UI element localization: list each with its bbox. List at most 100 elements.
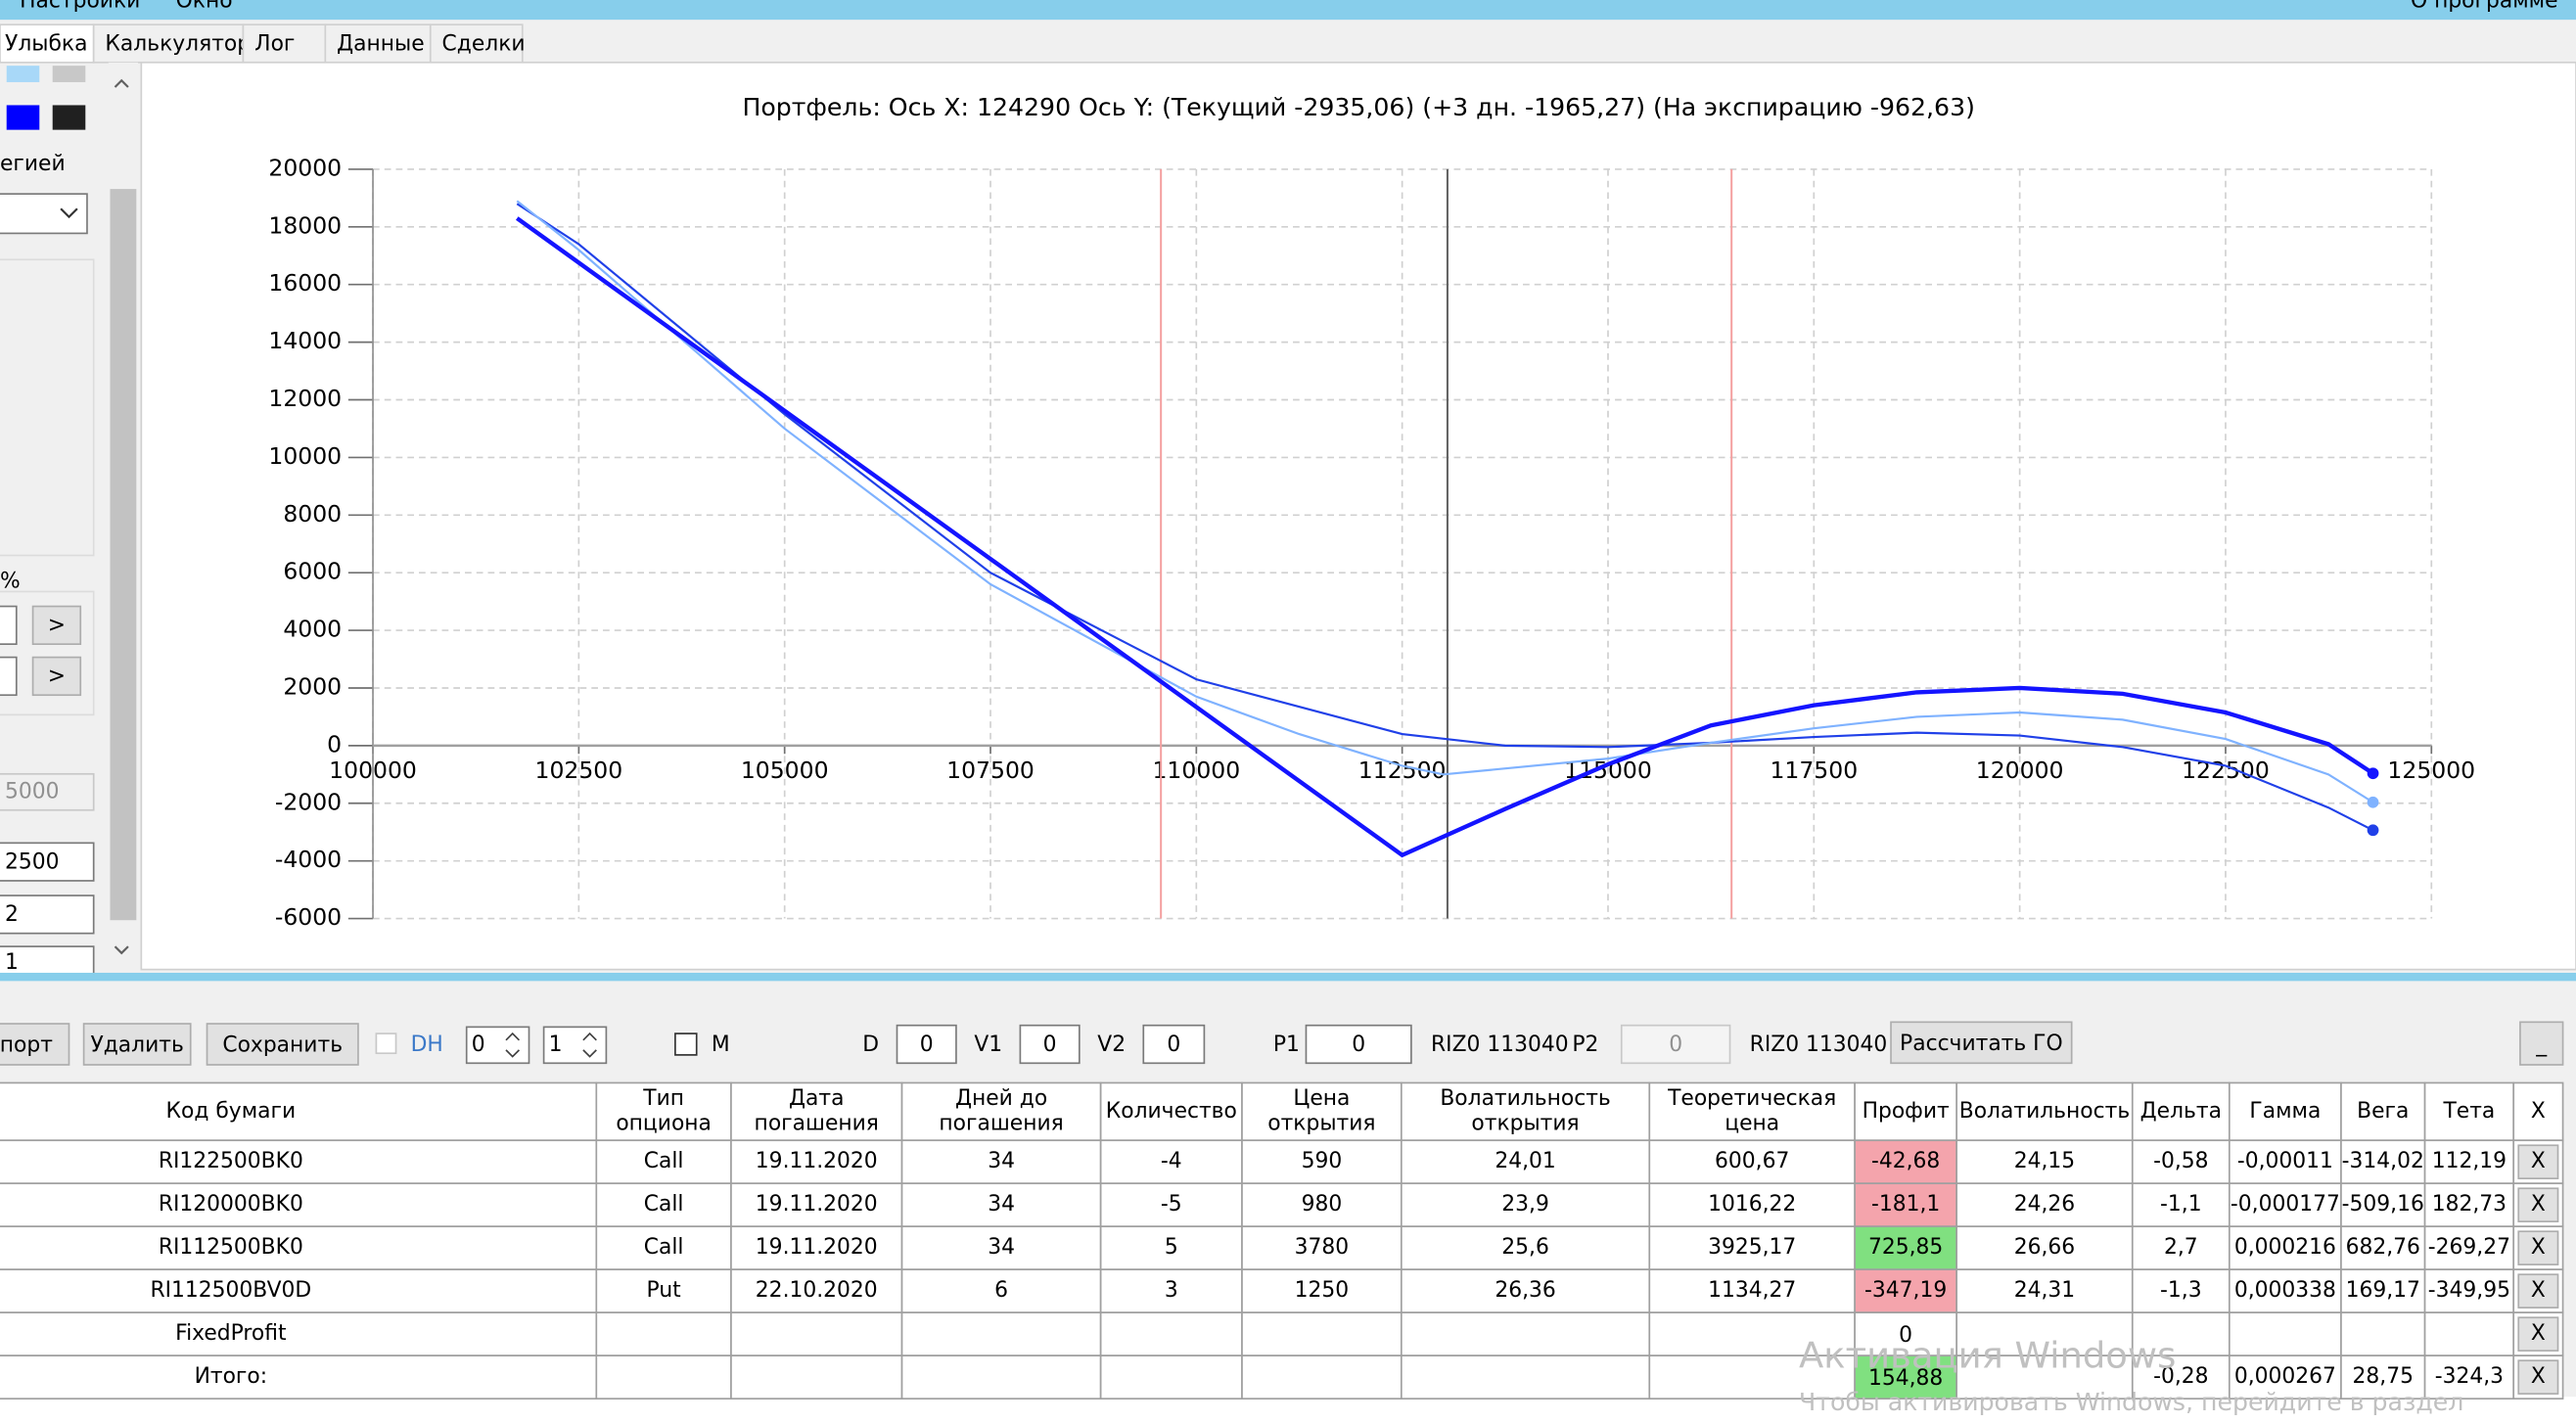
tab[interactable] (0, 23, 95, 64)
menu-item[interactable]: Настройки (20, 0, 140, 14)
input[interactable] (0, 605, 18, 646)
header-label: Гамма (2249, 1099, 2321, 1124)
spinner-arrows[interactable] (505, 1032, 521, 1058)
chart-area (140, 61, 2576, 971)
delete-button[interactable] (2517, 1359, 2559, 1395)
input-value[interactable]: 0 (1352, 1033, 1365, 1057)
menu-item[interactable]: Окно (176, 0, 233, 14)
spinner-value[interactable]: 0 (472, 1033, 485, 1057)
header-label: X (2531, 1099, 2546, 1124)
delete-button[interactable] (2517, 1144, 2559, 1180)
delete-label[interactable]: X (2531, 1364, 2546, 1389)
button[interactable] (31, 656, 82, 697)
label: D (862, 1033, 879, 1057)
button[interactable] (0, 1023, 70, 1066)
x-tick-label: 117500 (1770, 757, 1858, 784)
cell (1400, 1354, 1651, 1400)
scrollbar-thumb[interactable] (110, 189, 137, 921)
checkbox[interactable] (375, 1033, 397, 1055)
cell (2340, 1225, 2426, 1271)
spinner-value[interactable]: 1 (549, 1033, 563, 1057)
scroll-arrows[interactable] (114, 78, 129, 955)
cell (1854, 1354, 1958, 1400)
button-label[interactable]: Сохранить (222, 1033, 343, 1058)
input-value[interactable]: 0 (1043, 1033, 1057, 1057)
input[interactable] (0, 895, 95, 935)
button[interactable] (31, 605, 82, 646)
tab-label[interactable]: Улыбка (5, 31, 87, 56)
spinner-arrows[interactable] (582, 1032, 597, 1058)
dropdown[interactable] (0, 193, 88, 235)
tab-label[interactable]: Сделки (442, 31, 526, 56)
cell (1241, 1182, 1403, 1228)
input[interactable] (1019, 1024, 1081, 1065)
cell-text: 5 (1165, 1235, 1178, 1260)
delete-button[interactable] (2517, 1273, 2559, 1308)
delete-label[interactable]: X (2531, 1149, 2546, 1173)
cell (1099, 1182, 1243, 1228)
splitter[interactable] (0, 972, 2576, 982)
delete-label[interactable]: X (2531, 1321, 2546, 1346)
cell-text: 3 (1165, 1278, 1178, 1303)
tab[interactable] (324, 23, 432, 64)
input[interactable] (896, 1024, 957, 1065)
button[interactable] (82, 1023, 192, 1066)
cell (1854, 1139, 1958, 1185)
tab-label[interactable]: Лог (254, 31, 295, 56)
cell (2423, 1311, 2515, 1357)
cell-text: -1,1 (2160, 1192, 2202, 1216)
left-panel: егией % > > 5000 2500 2 1 (0, 62, 138, 981)
button-label[interactable]: порт (0, 1033, 53, 1058)
input-value[interactable]: 2 (5, 902, 19, 927)
toolbar: порт Удалить Сохранить DH 0 1 M D 0 V1 0 V2 0 P1 0 RIZ0… (0, 1021, 2564, 1066)
header-cell (1955, 1081, 2134, 1142)
tab-label[interactable]: Данные (337, 31, 425, 56)
button[interactable] (206, 1023, 359, 1066)
header-label: открытия (1267, 1111, 1375, 1135)
button[interactable] (1890, 1021, 2073, 1065)
input[interactable] (0, 842, 95, 882)
spinner[interactable] (465, 1026, 530, 1065)
button-label[interactable]: > (48, 614, 66, 638)
tab-bar: Улыбка Калькулятор Лог Данные Сделки (0, 23, 526, 64)
cell-text: 1250 (1295, 1278, 1350, 1303)
cell-text: 24,01 (1495, 1149, 1555, 1173)
color-swatch[interactable] (6, 105, 40, 130)
button-label[interactable]: Рассчитать ГО (1900, 1032, 2063, 1056)
button[interactable] (2519, 1021, 2564, 1066)
delete-button[interactable] (2517, 1230, 2559, 1265)
input-value[interactable]: 0 (1167, 1033, 1180, 1057)
tab[interactable] (242, 23, 327, 64)
cell (1955, 1225, 2134, 1271)
delete-button[interactable] (2517, 1316, 2559, 1352)
input[interactable] (1142, 1024, 1206, 1065)
button-label[interactable]: > (48, 665, 66, 689)
input-value[interactable]: 2500 (5, 849, 60, 874)
button-label[interactable]: _ (2535, 1033, 2548, 1057)
color-swatch[interactable] (6, 66, 40, 82)
input[interactable] (1305, 1024, 1412, 1065)
delete-label[interactable]: X (2531, 1192, 2546, 1216)
input-value[interactable]: 0 (920, 1033, 934, 1057)
delete-label[interactable]: X (2531, 1278, 2546, 1303)
cell (1648, 1268, 1856, 1314)
header-label: опциона (616, 1111, 712, 1135)
color-swatch[interactable] (52, 66, 86, 82)
cell-text: RI112500BV0D (150, 1278, 311, 1303)
checkbox[interactable] (674, 1033, 698, 1056)
cell-text: 1016,22 (1708, 1192, 1796, 1216)
color-swatch[interactable] (52, 105, 86, 130)
cell (1955, 1139, 2134, 1185)
delete-button[interactable] (2517, 1187, 2559, 1222)
cell-text: -181,1 (1871, 1192, 1940, 1216)
cell (1241, 1311, 1403, 1357)
tab-label[interactable]: Калькулятор (105, 31, 251, 56)
menu-item[interactable]: О программе (2411, 0, 2558, 14)
cell-text: -269,27 (2428, 1235, 2510, 1260)
input[interactable] (0, 656, 18, 697)
delete-label[interactable]: X (2531, 1235, 2546, 1260)
cell-text: -42,68 (1871, 1149, 1940, 1173)
input-value[interactable]: 1 (5, 950, 19, 975)
spinner[interactable] (542, 1026, 608, 1065)
button-label[interactable]: Удалить (90, 1033, 183, 1058)
